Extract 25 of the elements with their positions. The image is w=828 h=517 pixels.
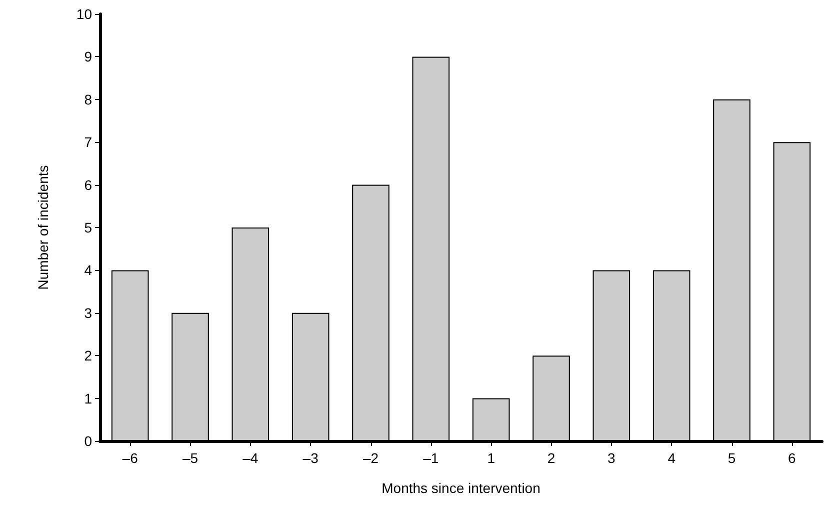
y-tick-label: 1 — [84, 390, 92, 406]
y-tick-label: 10 — [76, 6, 92, 22]
y-tick-label: 2 — [84, 348, 92, 364]
x-tick-label: 6 — [788, 450, 796, 466]
x-tick-label: 3 — [608, 450, 616, 466]
y-tick-label: 6 — [84, 176, 92, 193]
y-tick-label: 8 — [84, 91, 92, 108]
x-tick-label: –6 — [122, 450, 138, 466]
x-tick-label: 2 — [547, 450, 556, 466]
x-tick-label: –5 — [182, 450, 198, 466]
x-tick-label: –1 — [423, 450, 439, 466]
x-tick-label: 4 — [668, 450, 676, 466]
y-tick-label: 3 — [84, 304, 92, 321]
y-tick-label: 9 — [84, 48, 92, 65]
y-tick-label: 5 — [84, 220, 92, 236]
y-tick-label: 0 — [84, 433, 92, 449]
x-tick-label: 5 — [728, 450, 736, 466]
y-tick-label: 4 — [84, 262, 92, 278]
x-tick-label: –4 — [242, 450, 258, 466]
y-axis-title: Number of incidents — [35, 165, 51, 290]
y-tick-label: 7 — [84, 134, 92, 150]
x-tick-label: –2 — [362, 450, 379, 466]
x-tick-label: –3 — [302, 450, 319, 466]
x-tick-label: 1 — [487, 450, 496, 466]
x-axis-title: Months since intervention — [382, 480, 540, 496]
